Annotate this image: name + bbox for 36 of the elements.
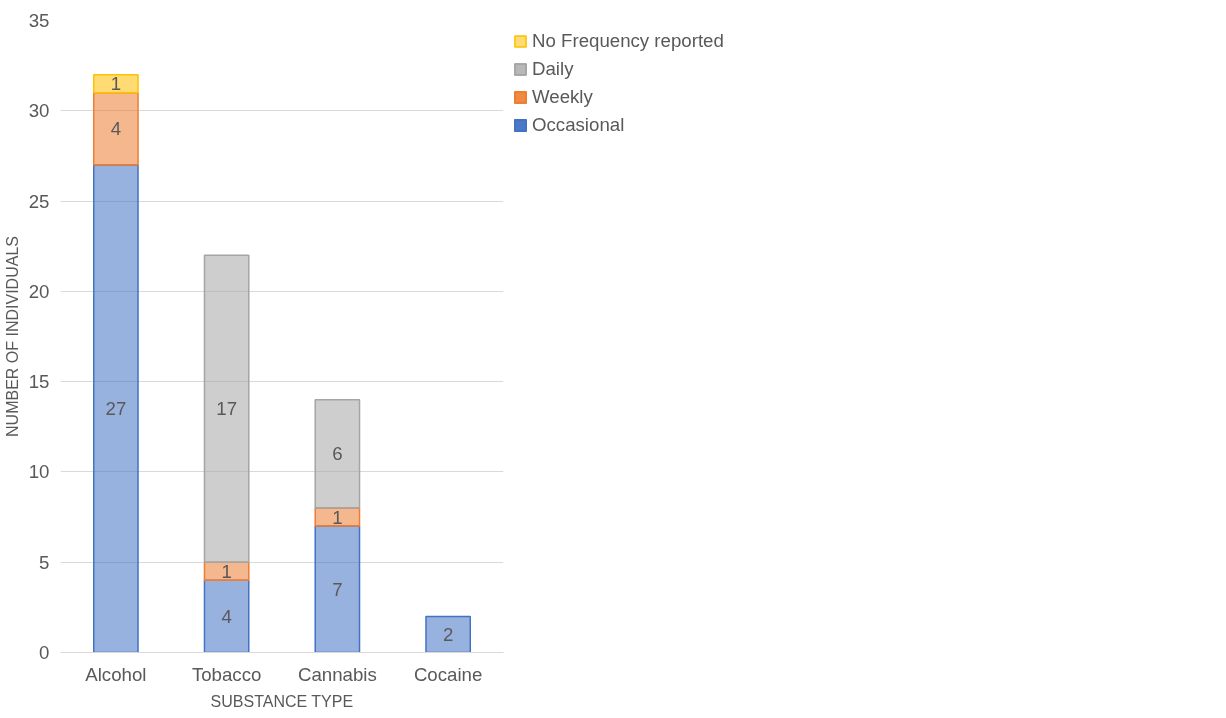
bar <box>425 615 472 653</box>
legend-label: Daily <box>532 58 574 80</box>
bar <box>203 254 250 563</box>
data-label: 4 <box>221 605 232 627</box>
y-axis-title: NUMBER OF INDIVIDUALS <box>3 236 21 437</box>
data-label: 4 <box>110 118 122 140</box>
data-label: 2 <box>442 623 454 645</box>
y-tick-label: 30 <box>28 100 50 122</box>
data-label: 17 <box>216 398 238 420</box>
bar <box>314 398 361 509</box>
y-tick-label: 5 <box>39 551 50 573</box>
legend-label: Occasional <box>532 114 625 136</box>
y-tick-label: 20 <box>28 280 50 302</box>
x-tick-label: Tobacco <box>191 663 262 685</box>
bar <box>203 579 250 653</box>
legend-label: Weekly <box>532 86 593 108</box>
data-label: 6 <box>332 443 343 465</box>
bar <box>92 73 139 94</box>
data-label: 1 <box>110 73 122 95</box>
data-label: 1 <box>221 560 232 582</box>
y-tick-label: 15 <box>28 371 50 393</box>
legend-label: No Frequency reported <box>532 30 724 52</box>
x-tick-label: Cocaine <box>413 663 483 685</box>
bar <box>92 164 139 653</box>
data-label: 1 <box>332 506 343 528</box>
y-tick-label: 0 <box>39 642 50 663</box>
y-tick-label: 25 <box>28 190 50 212</box>
x-tick-label: Cannabis <box>297 663 377 685</box>
bar <box>314 525 361 653</box>
bar <box>92 91 139 166</box>
y-tick-label: 35 <box>28 10 50 31</box>
y-tick-label: 10 <box>28 461 50 483</box>
x-axis-title: SUBSTANCE TYPE <box>210 692 354 710</box>
data-label: 7 <box>332 578 343 600</box>
data-label: 27 <box>105 398 127 420</box>
x-tick-label: Alcohol <box>85 663 147 685</box>
